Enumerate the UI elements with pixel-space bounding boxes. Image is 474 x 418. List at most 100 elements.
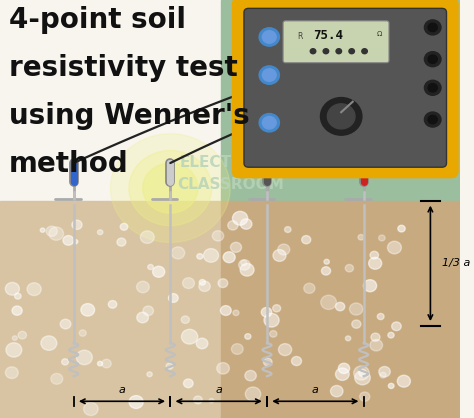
Circle shape: [379, 235, 385, 241]
Circle shape: [220, 306, 231, 316]
Circle shape: [245, 334, 251, 339]
Circle shape: [364, 280, 377, 292]
Circle shape: [72, 220, 82, 229]
Circle shape: [203, 249, 219, 262]
Circle shape: [27, 283, 41, 296]
Circle shape: [398, 225, 405, 232]
Polygon shape: [0, 0, 221, 201]
Text: a: a: [215, 385, 222, 395]
Circle shape: [238, 260, 250, 270]
Circle shape: [223, 252, 235, 263]
Circle shape: [18, 331, 27, 339]
Circle shape: [362, 49, 367, 54]
Circle shape: [172, 247, 185, 259]
Circle shape: [320, 97, 362, 135]
FancyBboxPatch shape: [232, 0, 458, 178]
Circle shape: [336, 302, 345, 311]
Circle shape: [324, 259, 329, 264]
Circle shape: [388, 332, 394, 338]
Circle shape: [261, 308, 272, 317]
FancyBboxPatch shape: [283, 21, 389, 63]
Circle shape: [379, 367, 390, 377]
Circle shape: [355, 371, 370, 385]
Circle shape: [424, 20, 441, 35]
Circle shape: [181, 316, 190, 324]
Circle shape: [264, 314, 279, 327]
Circle shape: [428, 55, 438, 64]
Circle shape: [81, 303, 95, 316]
Circle shape: [259, 114, 279, 132]
Circle shape: [147, 372, 152, 377]
Circle shape: [228, 221, 238, 230]
Circle shape: [259, 66, 279, 84]
Circle shape: [199, 280, 205, 285]
Circle shape: [12, 336, 17, 340]
Circle shape: [397, 375, 410, 387]
Circle shape: [153, 266, 165, 277]
Circle shape: [392, 322, 401, 331]
Circle shape: [336, 368, 349, 380]
Circle shape: [143, 163, 198, 213]
Circle shape: [5, 283, 19, 295]
Circle shape: [46, 226, 57, 236]
Circle shape: [377, 314, 384, 320]
Circle shape: [358, 234, 364, 240]
Circle shape: [129, 150, 212, 226]
Circle shape: [98, 230, 103, 234]
Polygon shape: [221, 0, 460, 201]
Circle shape: [278, 244, 290, 255]
Circle shape: [193, 396, 202, 404]
Text: using Wenner's: using Wenner's: [9, 102, 250, 130]
Circle shape: [263, 31, 276, 43]
Circle shape: [352, 320, 361, 328]
Circle shape: [240, 219, 252, 229]
Circle shape: [370, 251, 379, 259]
Circle shape: [304, 283, 315, 293]
Circle shape: [371, 333, 380, 341]
Circle shape: [359, 370, 366, 377]
Circle shape: [148, 265, 154, 270]
Circle shape: [12, 306, 22, 315]
Text: a: a: [312, 385, 319, 395]
Circle shape: [109, 301, 117, 308]
Circle shape: [140, 231, 154, 243]
Circle shape: [346, 336, 351, 341]
Circle shape: [199, 281, 210, 291]
Circle shape: [263, 69, 276, 82]
Circle shape: [63, 235, 73, 245]
Circle shape: [231, 344, 243, 354]
Circle shape: [196, 338, 208, 349]
Circle shape: [369, 257, 382, 269]
Circle shape: [321, 295, 337, 309]
Circle shape: [40, 228, 45, 232]
Circle shape: [102, 359, 111, 368]
Circle shape: [120, 223, 128, 230]
Circle shape: [292, 357, 301, 366]
Circle shape: [310, 49, 316, 54]
Circle shape: [137, 312, 148, 323]
Circle shape: [321, 267, 330, 275]
Circle shape: [323, 49, 328, 54]
Circle shape: [129, 395, 143, 408]
Circle shape: [278, 344, 292, 356]
Circle shape: [349, 49, 355, 54]
Circle shape: [259, 28, 279, 46]
Circle shape: [328, 104, 355, 129]
Circle shape: [264, 358, 272, 366]
Circle shape: [338, 363, 350, 374]
Circle shape: [301, 236, 311, 244]
Circle shape: [83, 402, 98, 415]
Circle shape: [270, 331, 277, 337]
Circle shape: [182, 329, 198, 344]
Text: resistivity test: resistivity test: [9, 54, 238, 82]
Circle shape: [212, 231, 224, 241]
Circle shape: [380, 372, 386, 378]
Circle shape: [5, 367, 18, 378]
Circle shape: [354, 366, 369, 380]
Circle shape: [245, 370, 256, 381]
Circle shape: [273, 250, 286, 261]
Circle shape: [218, 279, 228, 288]
Circle shape: [49, 227, 64, 240]
Circle shape: [79, 330, 86, 336]
Circle shape: [428, 23, 438, 32]
